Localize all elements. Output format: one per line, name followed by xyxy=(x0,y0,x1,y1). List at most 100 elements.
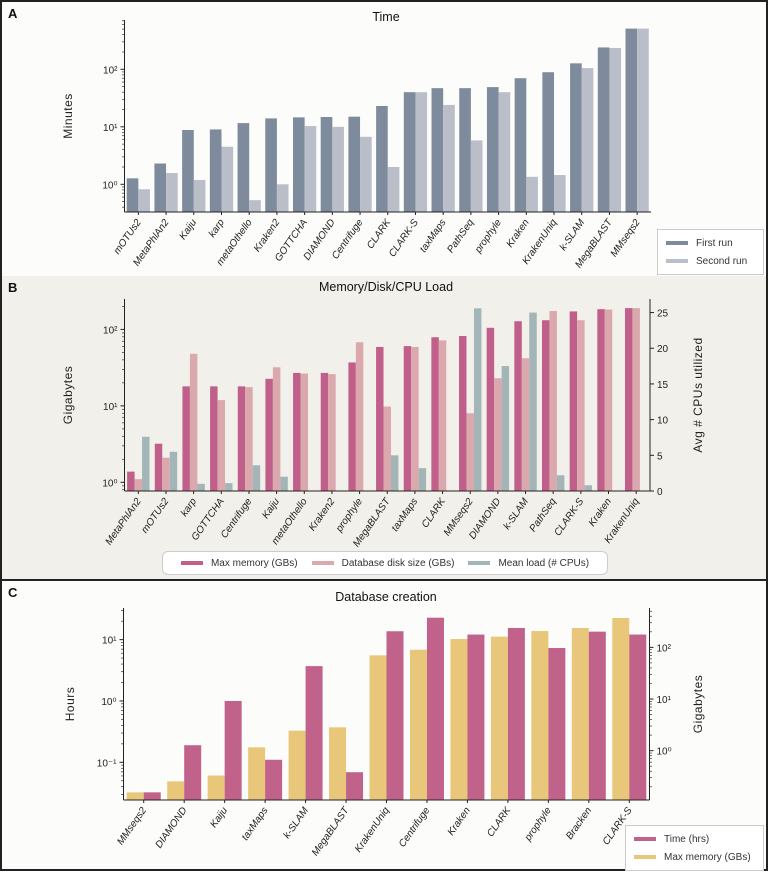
bar-prophyle-2 xyxy=(498,92,511,212)
x-tick-label: DIAMOND xyxy=(154,805,190,850)
bar-CLARK-1 xyxy=(431,337,439,491)
bar-MMseqs2-3 xyxy=(473,308,482,491)
chart-title: Memory/Disk/CPU Load xyxy=(318,280,454,294)
bar-karp-1 xyxy=(182,386,190,491)
bar-k-SLAM-1 xyxy=(570,63,582,212)
legend-b: Max memory (GBs) Database disk size (GBs… xyxy=(162,551,608,575)
legend-swatch xyxy=(634,837,656,841)
y2-tick-label: 10⁰ xyxy=(657,747,672,758)
bar-DIAMOND-3 xyxy=(501,366,510,491)
bar-Kraken-1 xyxy=(514,78,527,212)
legend-swatch xyxy=(634,855,656,859)
bar-prophyle-2 xyxy=(355,342,364,491)
y-tick-label: 10⁻¹ xyxy=(97,758,117,769)
y-tick-label: 10¹ xyxy=(102,636,117,647)
legend-item: Max memory (GBs) xyxy=(634,848,755,866)
legend-label: Time (hrs) xyxy=(664,833,710,845)
x-tick-label: taxMaps xyxy=(240,805,271,842)
bar-KrakenUniq-2 xyxy=(632,308,640,491)
bar-k-SLAM-2 xyxy=(305,666,323,800)
bar-Kaiju-1 xyxy=(182,129,194,212)
bar-Kaiju-2 xyxy=(272,367,281,491)
x-tick-label: MetaPhlAn2 xyxy=(104,496,145,547)
bar-taxMaps-2 xyxy=(443,104,455,212)
legend-item: Max memory (GBs) xyxy=(180,554,298,572)
bar-CLARK-1 xyxy=(376,106,388,212)
bar-Kaiju-1 xyxy=(207,775,225,800)
bar-Centrifuge-2 xyxy=(245,387,253,491)
x-tick-label: CLARK xyxy=(365,216,394,251)
bar-metaOthello-2 xyxy=(300,373,309,491)
y2-tick-label: 15 xyxy=(657,380,669,391)
bar-MegaBLAST-2 xyxy=(383,406,391,491)
bar-MetaPhlAn2-1 xyxy=(154,163,167,212)
bar-Bracken-1 xyxy=(571,628,589,800)
y-tick-label: 10⁰ xyxy=(102,180,117,191)
bar-KrakenUniq-1 xyxy=(624,308,633,491)
x-tick-label: CLARK xyxy=(485,804,514,839)
bar-Centrifuge-1 xyxy=(348,116,361,212)
bar-MegaBLAST-2 xyxy=(609,47,622,212)
bar-CLARK-2 xyxy=(387,167,400,212)
bar-CLARK-1 xyxy=(490,636,508,800)
legend-label: First run xyxy=(696,237,733,249)
y-tick-label: 10¹ xyxy=(103,123,118,134)
bar-MetaPhlAn2-2 xyxy=(166,173,178,212)
y2-tick-label: 10¹ xyxy=(657,695,672,706)
bar-KrakenUniq-2 xyxy=(386,631,404,800)
bar-Kraken2-1 xyxy=(320,372,329,491)
y2-tick-label: 0 xyxy=(657,487,663,498)
x-tick-label: prophyle xyxy=(472,217,504,256)
x-tick-label: mOTUs2 xyxy=(139,496,171,535)
bar-DIAMOND-1 xyxy=(320,117,333,212)
panel-label: B xyxy=(8,280,18,295)
x-tick-label: Kraken xyxy=(587,496,614,529)
x-tick-label: k-SLAM xyxy=(502,496,532,532)
x-tick-label: taxMaps xyxy=(390,496,421,533)
bar-mOTUs2-3 xyxy=(169,451,178,491)
bar-taxMaps-2 xyxy=(265,759,283,800)
bar-MegaBLAST-1 xyxy=(329,727,347,800)
bar-prophyle-1 xyxy=(531,631,549,800)
bar-PathSeq-2 xyxy=(470,140,483,212)
legend-swatch xyxy=(468,561,491,565)
chart-title: Time xyxy=(372,10,400,24)
bar-Kaiju-2 xyxy=(224,700,242,800)
bar-DIAMOND-2 xyxy=(494,378,502,491)
bar-GOTTCHA-1 xyxy=(210,386,218,491)
bar-Kraken-1 xyxy=(450,639,468,800)
bar-prophyle-2 xyxy=(548,648,566,800)
bar-k-SLAM-2 xyxy=(521,358,530,491)
bar-DIAMOND-1 xyxy=(486,327,495,491)
bar-MMseqs2-2 xyxy=(466,413,474,491)
bar-prophyle-1 xyxy=(348,362,356,491)
bar-Centrifuge-2 xyxy=(426,617,444,800)
bar-metaOthello-1 xyxy=(293,372,301,491)
y-tick-label: 10² xyxy=(103,325,118,336)
bar-Centrifuge-3 xyxy=(252,465,261,491)
bar-taxMaps-1 xyxy=(431,88,444,212)
bar-metaOthello-2 xyxy=(249,200,261,212)
y2-axis-label: Avg # CPUs utilized xyxy=(691,337,705,452)
bar-MMseqs2-1 xyxy=(126,792,144,800)
bar-Kraken-2 xyxy=(604,309,613,491)
y-axis-label: Gigabytes xyxy=(61,366,75,425)
bar-Bracken-2 xyxy=(588,631,606,800)
legend-swatch xyxy=(180,561,203,565)
legend-c: Time (hrs) Max memory (GBs) xyxy=(625,825,764,871)
bar-MMseqs2-1 xyxy=(625,28,638,213)
legend-item: Second run xyxy=(666,252,755,270)
bar-GOTTCHA-1 xyxy=(292,117,305,212)
legend-label: Database disk size (GBs) xyxy=(341,557,455,569)
y-tick-label: 10² xyxy=(103,65,118,76)
x-tick-label: karp xyxy=(207,217,227,240)
x-tick-label: CLARK xyxy=(420,495,449,530)
bar-taxMaps-3 xyxy=(418,468,427,491)
bar-Kaiju-1 xyxy=(265,378,273,491)
bar-Centrifuge-2 xyxy=(360,136,372,212)
bar-karp-1 xyxy=(209,129,222,212)
legend-swatch xyxy=(666,259,688,263)
x-tick-label: Centrifuge xyxy=(397,805,433,849)
bar-DIAMOND-2 xyxy=(332,126,344,212)
